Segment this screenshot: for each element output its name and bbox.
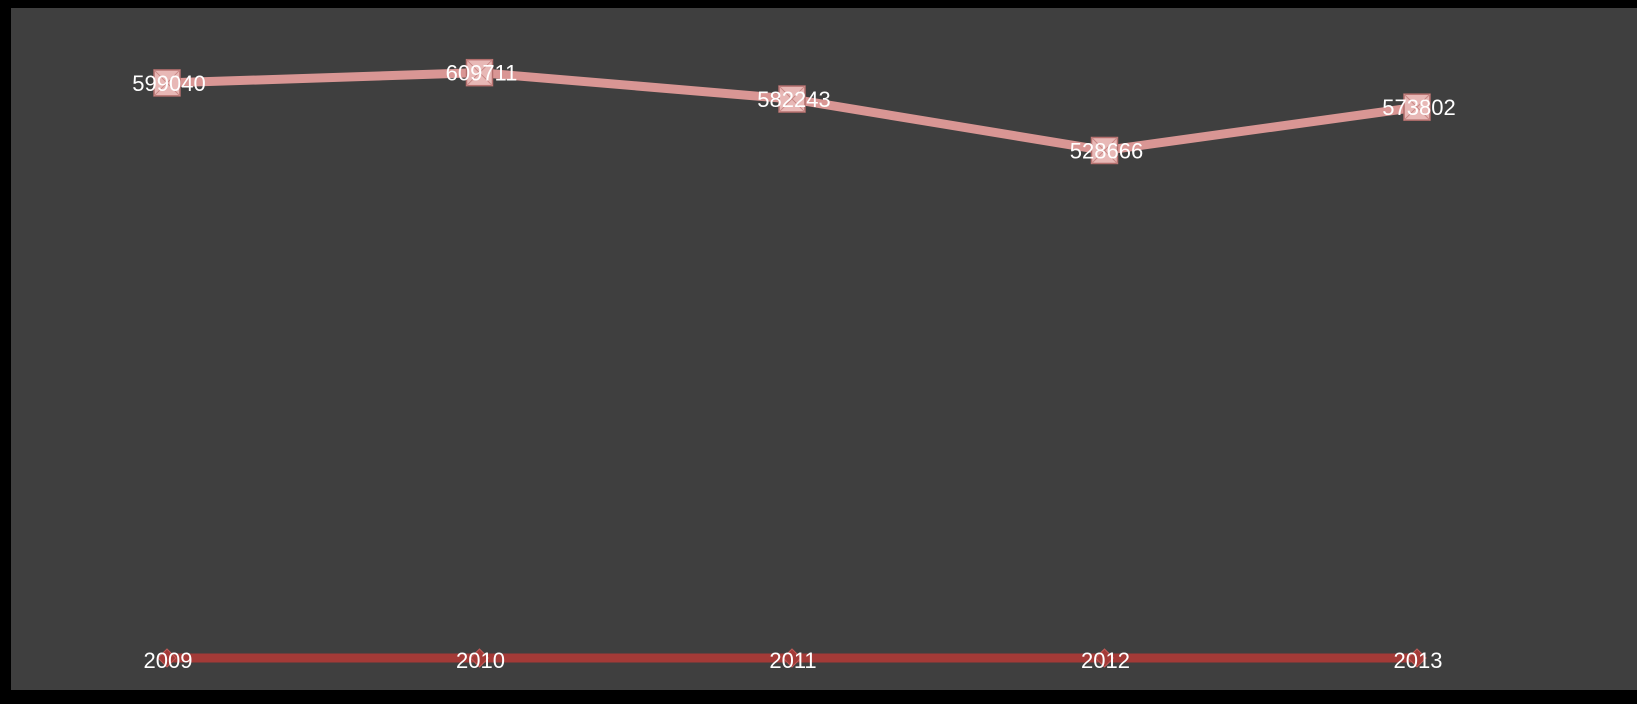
x-tick-label: 2010: [456, 648, 505, 673]
baseline-marker: [1094, 648, 1115, 668]
data-label: 528666: [1070, 138, 1143, 163]
data-label: 582243: [757, 87, 830, 112]
data-point-marker-bevel: [466, 59, 493, 87]
baseline-marker: [469, 648, 490, 668]
x-tick-label: 2011: [769, 648, 816, 673]
data-point-marker-bevel: [1403, 93, 1431, 121]
baseline-marker: [157, 648, 177, 668]
label-layer: 599040 609711 582243 528666 573802: [132, 61, 1455, 164]
baseline-marker: [1407, 648, 1427, 668]
baseline-layer: [157, 648, 1427, 668]
data-point-marker-bevel: [153, 69, 181, 97]
x-tick-label: 2013: [1394, 648, 1443, 673]
category-axis: 2009 2010 2011 2012 2013: [144, 648, 1443, 673]
data-point-marker-bevel: [778, 85, 806, 113]
baseline-marker: [782, 648, 802, 668]
x-tick-label: 2012: [1081, 648, 1130, 673]
chart-plot-area: 599040 609711 582243 528666 573802 2009 2010 2…: [11, 8, 1637, 690]
data-label: 573802: [1382, 95, 1455, 120]
data-label: 609711: [446, 61, 518, 86]
data-point-marker-bevel: [1091, 137, 1118, 164]
series-layer: [153, 58, 1431, 165]
x-tick-label: 2009: [144, 648, 193, 673]
data-label: 599040: [132, 71, 205, 96]
